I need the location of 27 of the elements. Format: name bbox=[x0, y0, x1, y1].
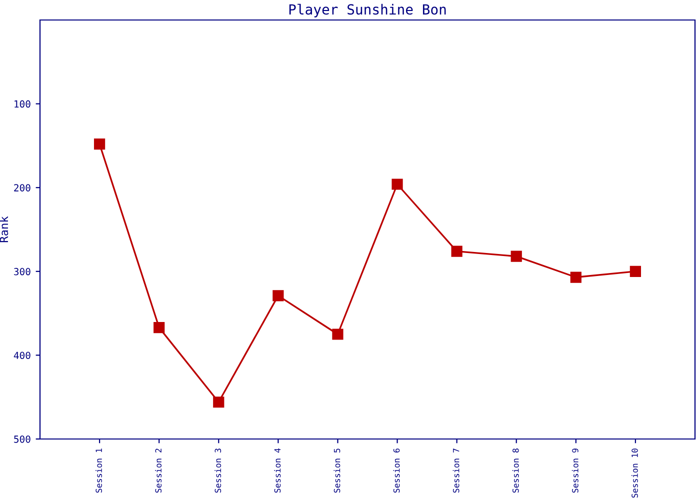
x-tick-label: Session 1 bbox=[96, 448, 102, 493]
y-tick-label: 500 bbox=[14, 436, 30, 443]
y-tick-label: 200 bbox=[14, 184, 30, 192]
chart-title: Player Sunshine Bon bbox=[289, 4, 446, 18]
point bbox=[94, 138, 106, 150]
point bbox=[570, 272, 582, 283]
x-tick-label: Session 8 bbox=[512, 448, 519, 493]
point bbox=[510, 250, 522, 262]
point bbox=[154, 322, 165, 334]
x-tick-label: Session 10 bbox=[631, 448, 638, 498]
y-axis-title: Rank bbox=[0, 216, 8, 242]
y-tick-label: 100 bbox=[14, 100, 30, 108]
x-tick-label: Session 7 bbox=[452, 448, 460, 493]
point bbox=[392, 178, 403, 190]
point bbox=[272, 290, 284, 302]
x-tick-label: Session 6 bbox=[393, 448, 400, 493]
x-tick-label: Session 2 bbox=[155, 448, 162, 493]
point bbox=[451, 246, 462, 257]
point bbox=[213, 396, 224, 408]
point bbox=[630, 266, 642, 277]
x-tick-label: Session 4 bbox=[274, 448, 281, 493]
y-tick-label: 300 bbox=[14, 268, 30, 276]
x-tick-label: Session 5 bbox=[334, 448, 340, 493]
point bbox=[332, 328, 344, 340]
x-tick-label: Session 3 bbox=[214, 448, 222, 493]
y-tick-label: 400 bbox=[14, 352, 30, 360]
x-tick-label: Session 9 bbox=[572, 448, 578, 493]
